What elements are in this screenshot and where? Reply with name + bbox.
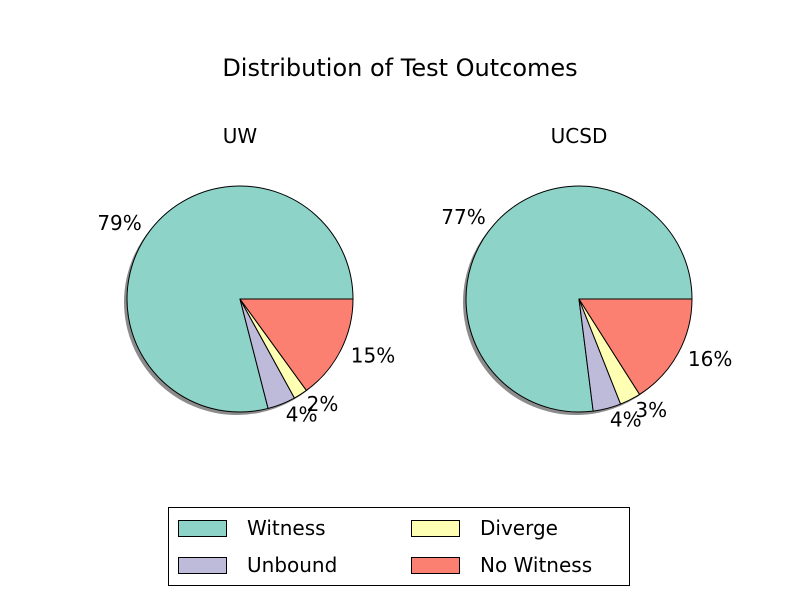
legend-swatch-no-witness	[411, 556, 460, 574]
legend-swatch-diverge	[411, 519, 460, 537]
pie-label-uw-witness: 79%	[97, 211, 141, 235]
legend-label-diverge: Diverge	[480, 516, 558, 540]
pie-label-ucsd-diverge: 3%	[635, 398, 667, 422]
legend: Witness Unbound Diverge No Witness	[168, 507, 630, 586]
pie-label-ucsd-witness: 77%	[441, 205, 485, 229]
pie-label-uw-no-witness: 15%	[351, 343, 395, 367]
pie-title-ucsd: UCSD	[550, 124, 608, 148]
legend-item-witness: Witness	[178, 516, 326, 540]
pie-slice-uw-witness	[126, 185, 354, 413]
pie-label-ucsd-unbound: 4%	[610, 407, 642, 431]
pie-slice-ucsd-no-witness	[578, 298, 693, 395]
pie-title-uw: UW	[222, 124, 258, 148]
legend-swatch-witness	[178, 519, 227, 537]
pie-label-uw-diverge: 2%	[307, 392, 339, 416]
legend-label-no-witness: No Witness	[480, 553, 593, 577]
pie-slice-uw-no-witness	[239, 298, 354, 391]
legend-item-no-witness: No Witness	[411, 553, 592, 577]
pie-chart-uw: 79% 4%2% 15%	[97, 185, 395, 427]
pie-label-uw-unbound: 4%	[286, 403, 318, 427]
legend-item-unbound: Unbound	[178, 553, 337, 577]
pie-chart-ucsd: 77% 4%3% 16%	[441, 185, 732, 431]
legend-label-unbound: Unbound	[247, 553, 338, 577]
chart-title: Distribution of Test Outcomes	[222, 54, 578, 82]
legend-swatch-unbound	[178, 556, 227, 574]
legend-item-diverge: Diverge	[411, 516, 558, 540]
legend-label-witness: Witness	[247, 516, 326, 540]
pie-label-ucsd-no-witness: 16%	[688, 347, 732, 371]
